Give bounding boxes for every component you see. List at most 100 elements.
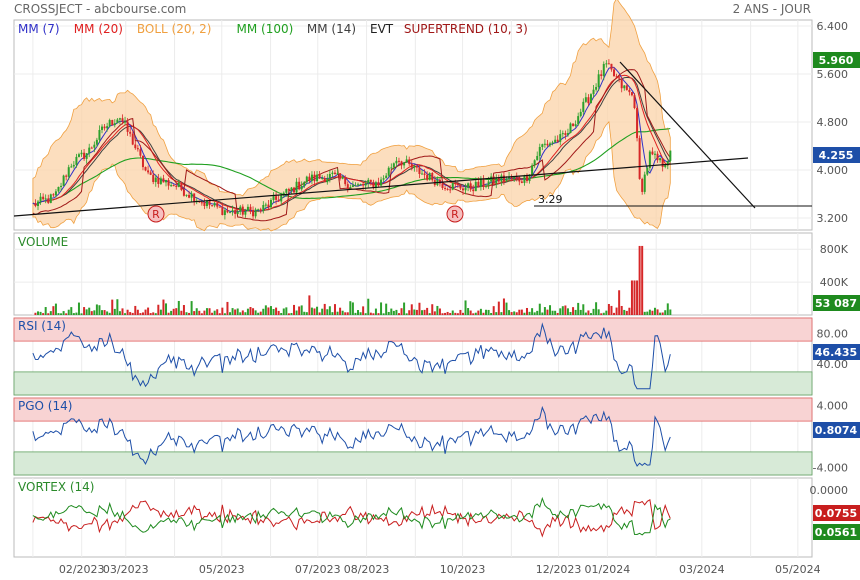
volume-bar bbox=[502, 298, 505, 315]
last-price-badge: 5.960 bbox=[819, 54, 854, 67]
candle-body bbox=[259, 209, 262, 212]
candle-body bbox=[70, 166, 73, 168]
volume-bar bbox=[188, 312, 191, 315]
volume-bar bbox=[49, 311, 52, 315]
candle-body bbox=[344, 177, 347, 185]
volume-bar bbox=[149, 313, 152, 315]
volume-bar bbox=[195, 308, 198, 315]
candle-body bbox=[369, 179, 372, 182]
candle-body bbox=[159, 178, 162, 184]
candle-body bbox=[170, 185, 173, 187]
candle-body bbox=[525, 176, 528, 182]
candle-body bbox=[354, 185, 357, 187]
volume-bar bbox=[638, 245, 641, 315]
volume-bar bbox=[318, 312, 321, 315]
candle-body bbox=[372, 181, 375, 188]
legend-entry: MM (7) bbox=[18, 22, 60, 36]
volume-bar bbox=[582, 304, 585, 315]
candle-body bbox=[129, 131, 132, 134]
ma20-line bbox=[32, 74, 671, 212]
volume-bar bbox=[559, 308, 562, 315]
volume-bar bbox=[47, 313, 50, 315]
volume-bar bbox=[139, 313, 142, 315]
volume-bar bbox=[354, 312, 357, 315]
legend-entry: MM (14) bbox=[307, 22, 356, 36]
volume-bar bbox=[436, 305, 439, 315]
volume-bar bbox=[162, 299, 165, 315]
volume-bar bbox=[584, 312, 587, 315]
candle-body bbox=[339, 173, 342, 179]
volume-bar bbox=[646, 311, 649, 315]
volume-bar bbox=[620, 305, 623, 315]
candle-body bbox=[405, 159, 408, 163]
candle-body bbox=[44, 198, 47, 200]
volume-bar bbox=[664, 310, 667, 315]
candle-body bbox=[431, 173, 434, 181]
candle-body bbox=[380, 179, 383, 186]
volume-bar bbox=[497, 301, 500, 315]
volume-bar bbox=[515, 312, 518, 315]
volume-bar bbox=[607, 304, 610, 315]
candle-body bbox=[131, 133, 134, 145]
volume-bar bbox=[536, 310, 539, 315]
candle-body bbox=[485, 185, 488, 187]
volume-bar bbox=[380, 302, 383, 315]
x-tick-label: 05/2024 bbox=[775, 563, 821, 576]
candle-body bbox=[244, 211, 247, 215]
volume-bar bbox=[477, 310, 480, 315]
volume-bar bbox=[564, 305, 567, 315]
volume-bar bbox=[124, 313, 127, 315]
volume-bar bbox=[633, 280, 636, 315]
volume-bar bbox=[226, 301, 229, 315]
price-tick-label: 6.400 bbox=[817, 20, 849, 33]
candle-body bbox=[262, 205, 265, 212]
candle-body bbox=[630, 92, 633, 96]
candle-body bbox=[218, 206, 221, 208]
volume-bar bbox=[618, 290, 621, 315]
candle-body bbox=[269, 200, 272, 208]
volume-bar bbox=[246, 308, 249, 315]
rsi-tick-label: 80.00 bbox=[817, 327, 849, 340]
candle-body bbox=[208, 200, 211, 206]
volume-badge: 53 087 bbox=[815, 297, 857, 310]
volume-bar bbox=[533, 312, 536, 315]
candle-body bbox=[508, 176, 511, 179]
candle-body bbox=[415, 165, 418, 168]
volume-bar bbox=[351, 302, 354, 315]
candle-body bbox=[446, 188, 449, 190]
candle-body bbox=[267, 204, 270, 208]
candle-body bbox=[177, 182, 180, 187]
volume-bar bbox=[546, 309, 549, 315]
volume-bar bbox=[454, 312, 457, 315]
event-marker-label: R bbox=[451, 208, 459, 221]
volume-bar bbox=[451, 310, 454, 315]
candle-body bbox=[628, 89, 631, 93]
volume-bar bbox=[293, 304, 296, 315]
candle-body bbox=[623, 85, 626, 89]
candle-body bbox=[346, 184, 349, 189]
rsi-badge: 46.435 bbox=[815, 346, 857, 359]
candle-body bbox=[285, 189, 288, 193]
candle-body bbox=[349, 187, 352, 189]
candle-body bbox=[359, 183, 362, 185]
candle-body bbox=[633, 95, 636, 108]
candle-body bbox=[80, 152, 83, 155]
volume-bar bbox=[651, 310, 654, 315]
volume-bar bbox=[397, 313, 400, 315]
rsi-overbought-zone bbox=[13, 317, 813, 342]
volume-bar bbox=[597, 309, 600, 315]
candle-body bbox=[252, 209, 255, 217]
candle-body bbox=[246, 206, 249, 212]
candle-body bbox=[515, 176, 518, 178]
candle-body bbox=[600, 74, 603, 76]
candle-body bbox=[200, 202, 203, 204]
volume-bar bbox=[75, 312, 78, 315]
volume-bar bbox=[438, 308, 441, 315]
volume-bar bbox=[216, 309, 219, 315]
candle-body bbox=[490, 176, 493, 182]
volume-bar bbox=[326, 309, 329, 315]
candle-body bbox=[561, 133, 564, 135]
volume-bar bbox=[390, 308, 393, 315]
volume-bar bbox=[349, 301, 352, 315]
candle-body bbox=[139, 149, 142, 156]
